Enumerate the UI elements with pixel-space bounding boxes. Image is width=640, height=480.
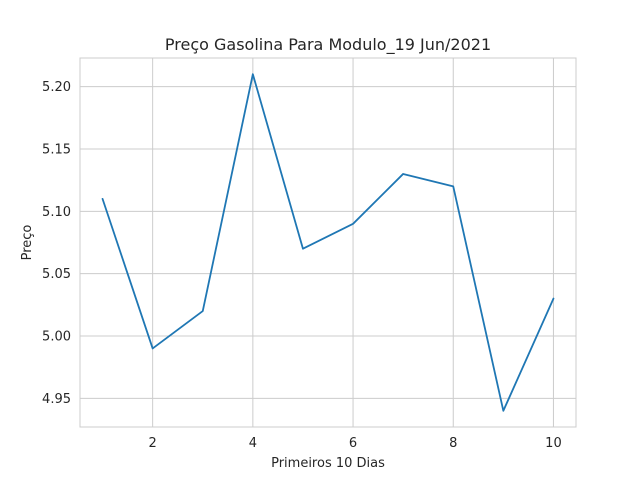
y-tick-label: 5.00 (42, 329, 71, 344)
y-tick-label: 5.20 (42, 80, 71, 95)
x-tick-label: 6 (349, 436, 357, 451)
y-axis-ticks: 4.95 5.00 5.05 5.10 5.15 5.20 (42, 80, 71, 407)
y-tick-label: 5.15 (42, 143, 71, 158)
y-axis-label: Preço (20, 225, 35, 261)
x-tick-label: 8 (449, 436, 457, 451)
grid-lines (80, 58, 576, 427)
y-tick-label: 5.10 (42, 205, 71, 220)
series-line (101, 73, 555, 412)
series-layer (101, 73, 555, 412)
x-tick-label: 2 (149, 436, 157, 451)
x-axis-ticks: 2 4 6 8 10 (149, 436, 562, 451)
x-tick-label: 4 (249, 436, 257, 451)
plot-frame (79, 57, 577, 428)
x-tick-label: 10 (545, 436, 562, 451)
y-tick-label: 4.95 (42, 392, 71, 407)
chart-title: Preço Gasolina Para Modulo_19 Jun/2021 (165, 35, 491, 55)
y-tick-label: 5.05 (42, 267, 71, 282)
x-axis-label: Primeiros 10 Dias (271, 456, 385, 471)
